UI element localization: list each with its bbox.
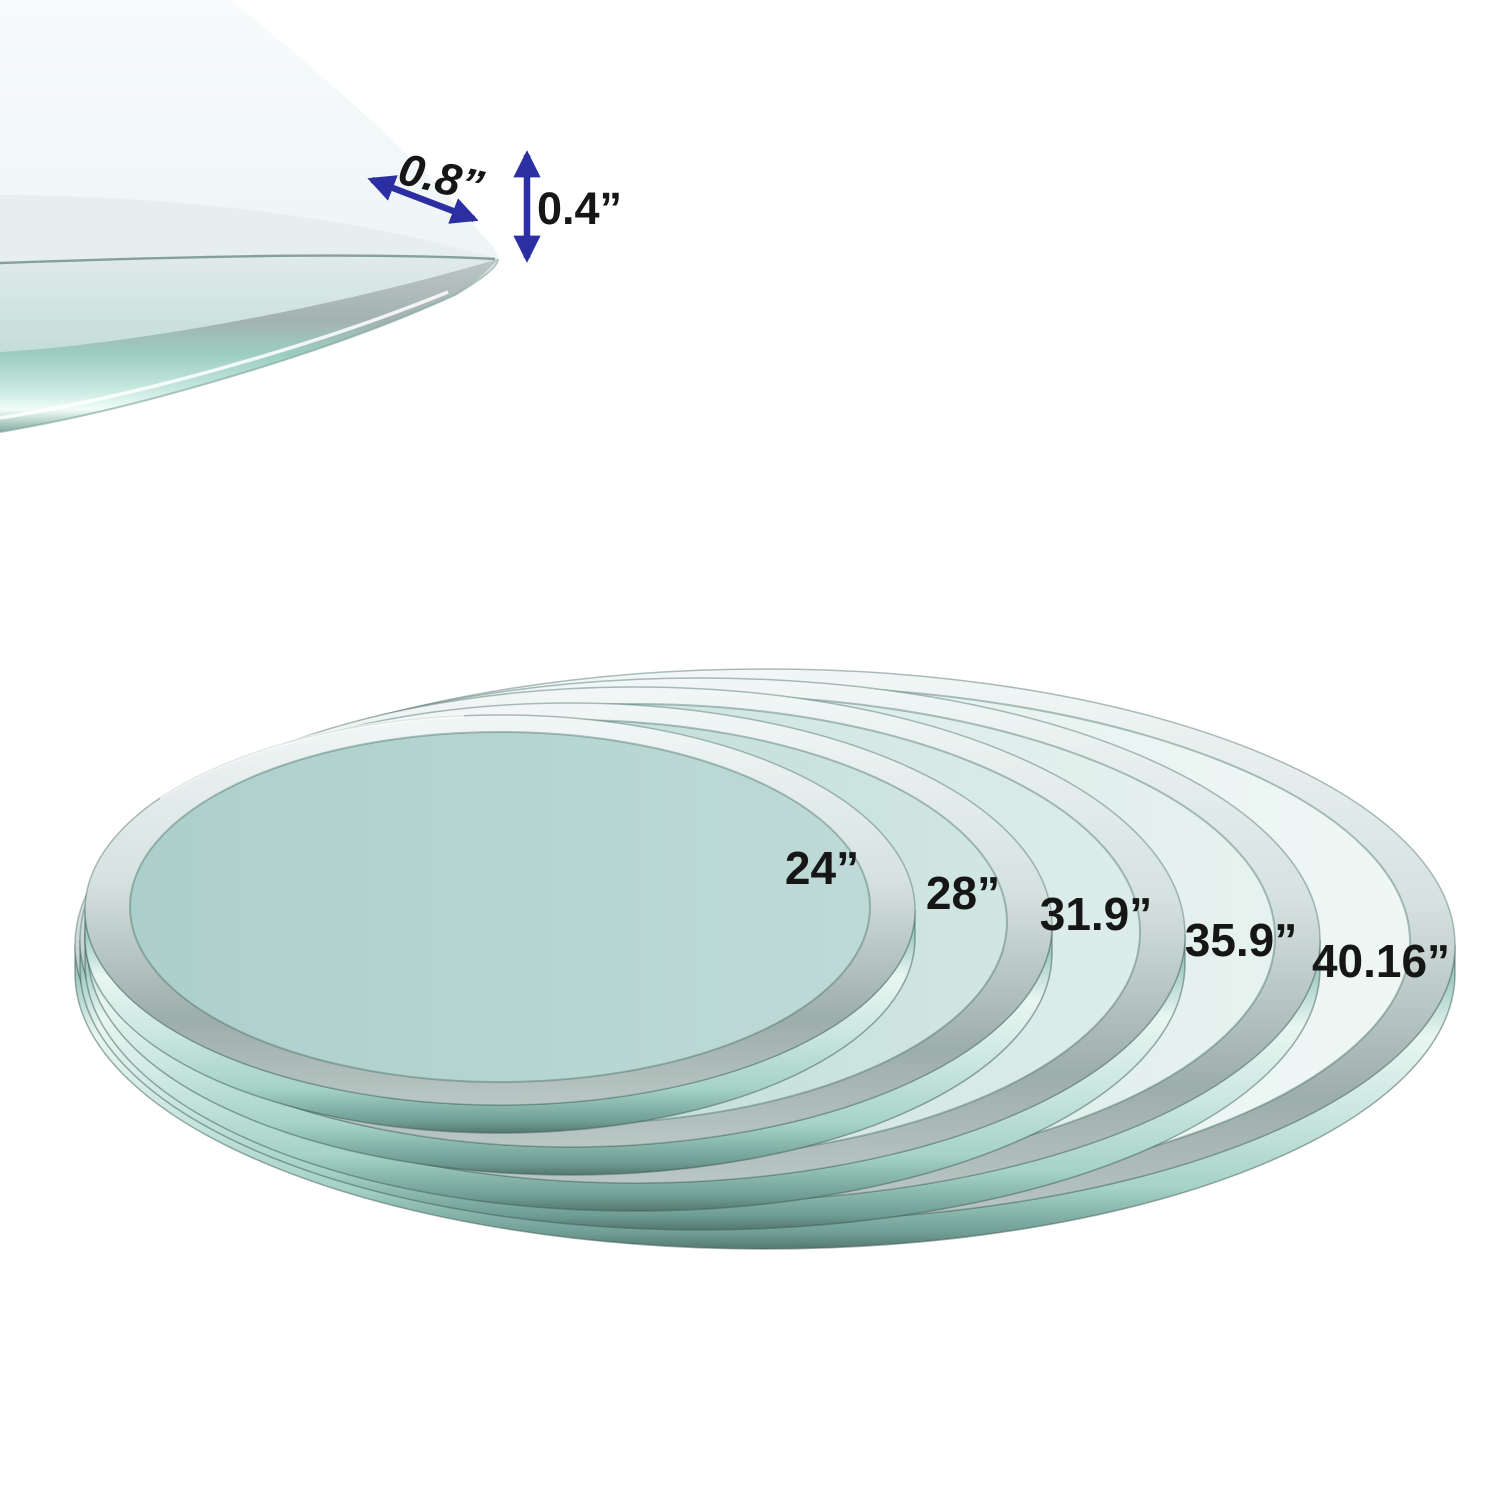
size-label-28in: 28” <box>926 867 1000 919</box>
size-label-31-9in: 31.9” <box>1040 888 1153 940</box>
thickness-label: 0.4” <box>537 183 622 234</box>
disc-24in-bevel-highlight <box>159 714 465 800</box>
edge-detail-inset: 0.8” 0.4” <box>0 0 622 433</box>
detail-edge-highlight <box>0 290 449 420</box>
glass-disc-stack: 24” 28” 31.9” 35.9” 40.16” <box>74 668 1456 1250</box>
size-label-35-9in: 35.9” <box>1185 914 1298 966</box>
detail-glass-bevel-face <box>0 255 498 352</box>
detail-bevel-inner-line <box>0 254 496 265</box>
diameter-labels: 24” 28” 31.9” 35.9” 40.16” <box>785 842 1450 987</box>
disc-24in <box>84 714 916 1134</box>
size-label-40-16in: 40.16” <box>1312 935 1450 987</box>
detail-bottom-contour <box>0 258 499 433</box>
detail-glass-facet-band <box>0 195 498 263</box>
disc-24in-top-surface <box>129 731 871 1083</box>
detail-glass-side-edge <box>0 259 498 432</box>
bevel-width-arrow <box>367 175 479 224</box>
size-label-24in: 24” <box>785 842 859 894</box>
